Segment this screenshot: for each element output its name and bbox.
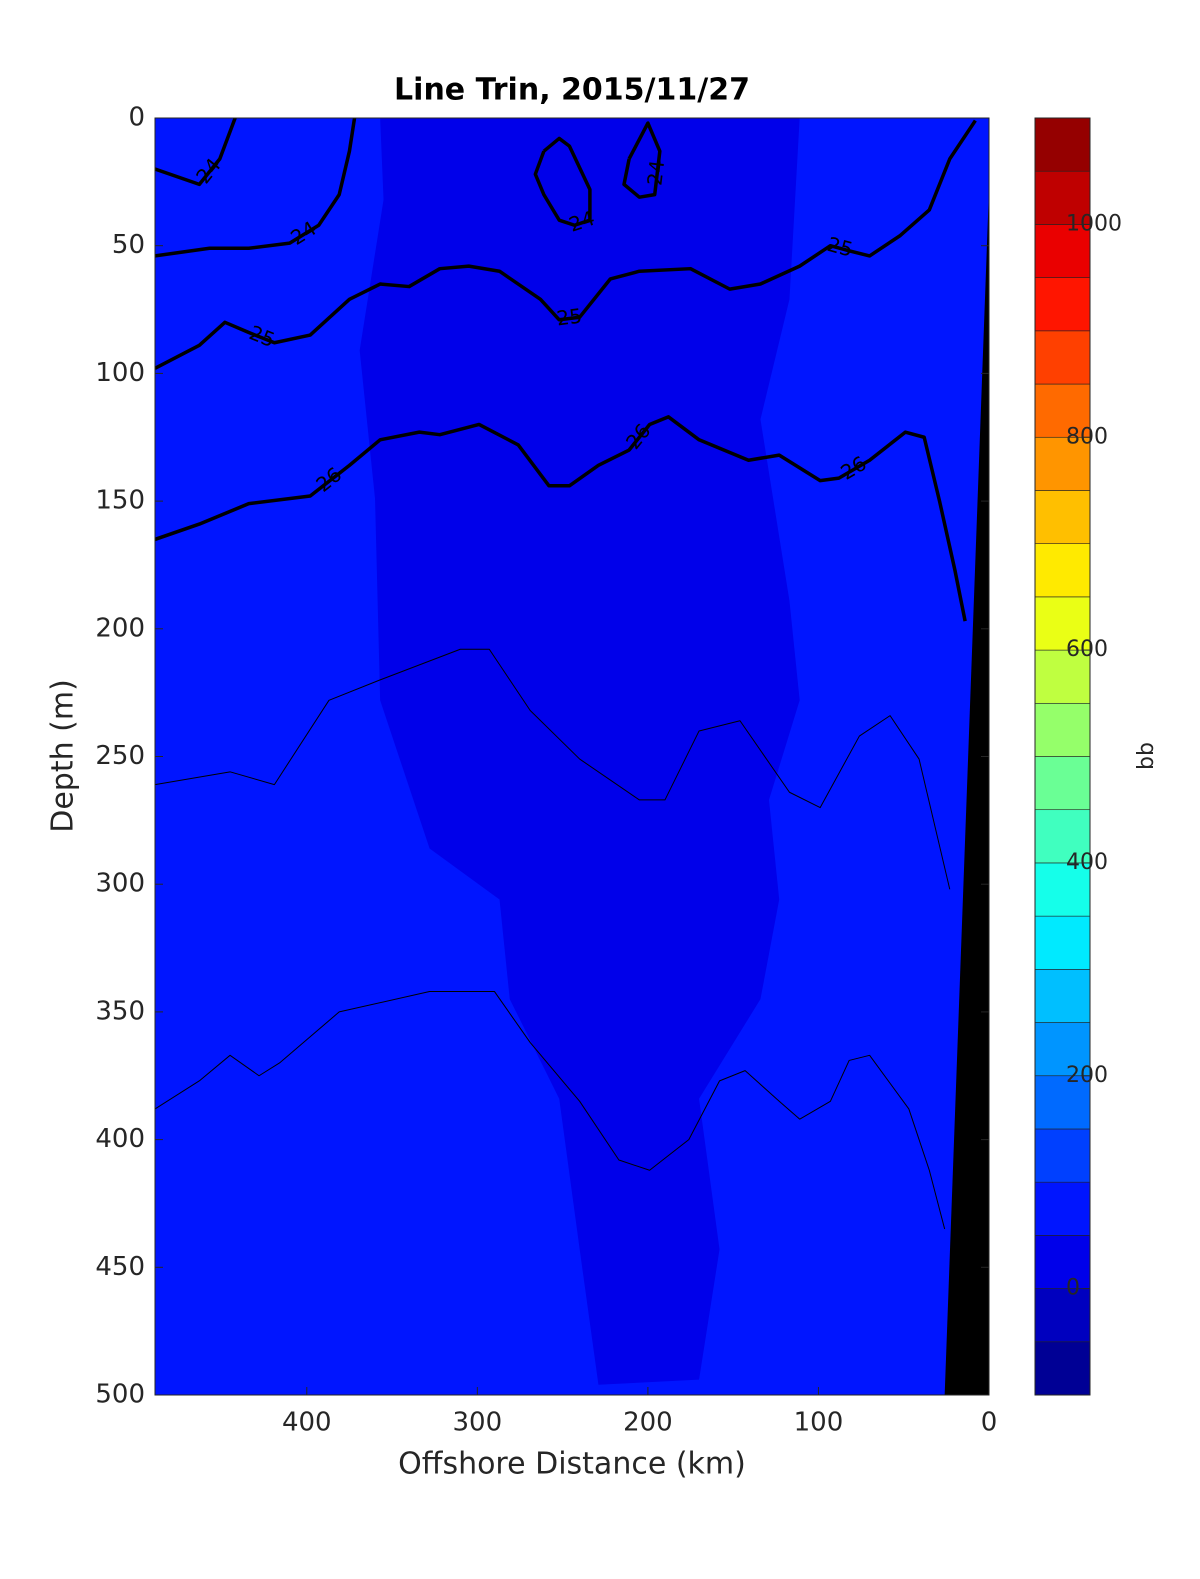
contour-label: 24	[642, 159, 669, 187]
colorbar-band	[1034, 277, 1091, 332]
colorbar-tick-label: 200	[1066, 1063, 1108, 1088]
colorbar-band	[1034, 915, 1091, 970]
colorbar-tick-label: 1000	[1066, 211, 1122, 236]
colorbar-tick-label: 600	[1066, 637, 1108, 662]
contour-line	[155, 118, 237, 187]
colorbar-tick-label: 800	[1066, 424, 1108, 449]
colorbar-band	[1034, 1181, 1091, 1236]
contour-line	[155, 118, 357, 258]
colorbar-band	[1034, 596, 1091, 651]
y-axis-label: Depth (m)	[46, 679, 81, 833]
y-tick-label: 200	[95, 613, 145, 643]
contour-line	[533, 136, 592, 228]
colorbar-band	[1034, 330, 1091, 385]
colorbar-band	[1034, 170, 1091, 225]
colorbar-band	[1034, 383, 1091, 438]
colorbar-band	[1034, 1235, 1091, 1289]
colorbar-frame	[1034, 117, 1091, 1396]
colorbar-band	[1034, 117, 1091, 172]
chart-title: Line Trin, 2015/11/27	[394, 73, 750, 108]
colorbar-band	[1034, 1128, 1091, 1183]
contour-line	[155, 648, 951, 890]
contour-label: 25	[555, 304, 583, 331]
x-tick-label: 0	[981, 1408, 998, 1438]
y-tick-label: 150	[95, 486, 145, 516]
x-tick-label: 100	[794, 1408, 844, 1438]
contour-line	[622, 121, 662, 199]
contour-line	[155, 415, 967, 622]
colorbar-band	[1034, 543, 1091, 598]
y-tick-label: 450	[95, 1252, 145, 1282]
colorbar-tick-label: 0	[1066, 1276, 1080, 1301]
colorbar-band	[1034, 224, 1091, 278]
colorbar-band	[1034, 702, 1091, 757]
x-tick-label: 200	[623, 1408, 673, 1438]
colorbar-band	[1034, 1075, 1091, 1130]
colorbar-band	[1034, 1288, 1091, 1343]
y-tick-label: 400	[95, 1124, 145, 1154]
colorbar-tick-label: 400	[1066, 850, 1108, 875]
colorbar-band	[1034, 969, 1091, 1023]
y-tick-label: 0	[128, 103, 145, 133]
y-tick-label: 100	[95, 358, 145, 388]
colorbar-band	[1034, 1022, 1091, 1077]
y-tick-label: 350	[95, 996, 145, 1026]
y-tick-label: 250	[95, 741, 145, 771]
colorbar-label: bb	[1134, 742, 1159, 770]
y-tick-label: 50	[112, 230, 145, 260]
x-tick-label: 300	[453, 1408, 503, 1438]
contour-line	[155, 119, 977, 370]
x-axis-label: Offshore Distance (km)	[398, 1447, 746, 1482]
contour-line	[155, 990, 946, 1230]
colorbar-band	[1034, 1341, 1091, 1396]
bathymetry	[944, 189, 989, 1395]
x-tick-label: 400	[282, 1408, 332, 1438]
colorbar-band	[1034, 756, 1091, 811]
y-tick-label: 500	[95, 1380, 145, 1410]
colorbar-band	[1034, 490, 1091, 544]
y-tick-label: 300	[95, 869, 145, 899]
colorbar-band	[1034, 862, 1091, 917]
colorbar-band	[1034, 649, 1091, 704]
colorbar-band	[1034, 809, 1091, 864]
